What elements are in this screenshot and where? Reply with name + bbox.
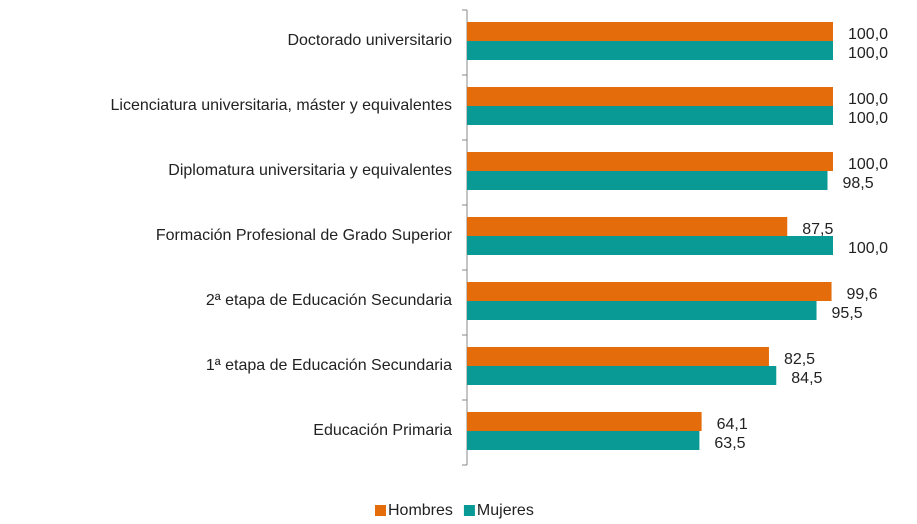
value-label: 95,5 [832,305,863,322]
legend-label: Mujeres [477,502,534,519]
bar [467,217,788,236]
y-tick-label: Doctorado universitario [287,32,452,49]
bar [467,106,833,125]
value-label: 100,0 [848,45,888,62]
bar [467,366,777,385]
y-tick-label: Formación Profesional de Grado Superior [156,227,453,244]
bar [467,347,769,366]
y-tick-label: Diplomatura universitaria y equivalentes [168,162,452,179]
bar [467,301,817,320]
value-label: 64,1 [717,416,748,433]
legend-swatch [463,505,475,516]
value-label: 84,5 [791,370,822,387]
bar [467,152,833,171]
bar [467,171,828,190]
value-label: 100,0 [848,110,888,127]
bar [467,412,702,431]
bar [467,236,833,255]
y-tick-label: 1ª etapa de Educación Secundaria [206,357,452,374]
value-label: 100,0 [848,26,888,43]
value-label: 99,6 [847,286,878,303]
value-label: 82,5 [784,351,815,368]
legend-label: Hombres [388,502,453,519]
value-label: 100,0 [848,156,888,173]
value-label: 63,5 [714,435,745,452]
value-label: 100,0 [848,240,888,257]
bar [467,87,833,106]
bar [467,22,833,41]
value-label: 87,5 [802,221,833,238]
y-tick-label: 2ª etapa de Educación Secundaria [206,292,452,309]
y-tick-label: Educación Primaria [313,422,452,439]
bar [467,41,833,60]
value-label: 100,0 [848,91,888,108]
value-label: 98,5 [843,175,874,192]
bar [467,282,832,301]
y-tick-label: Licenciatura universitaria, máster y equ… [111,97,453,114]
bar [467,431,700,450]
legend-swatch [375,505,386,516]
